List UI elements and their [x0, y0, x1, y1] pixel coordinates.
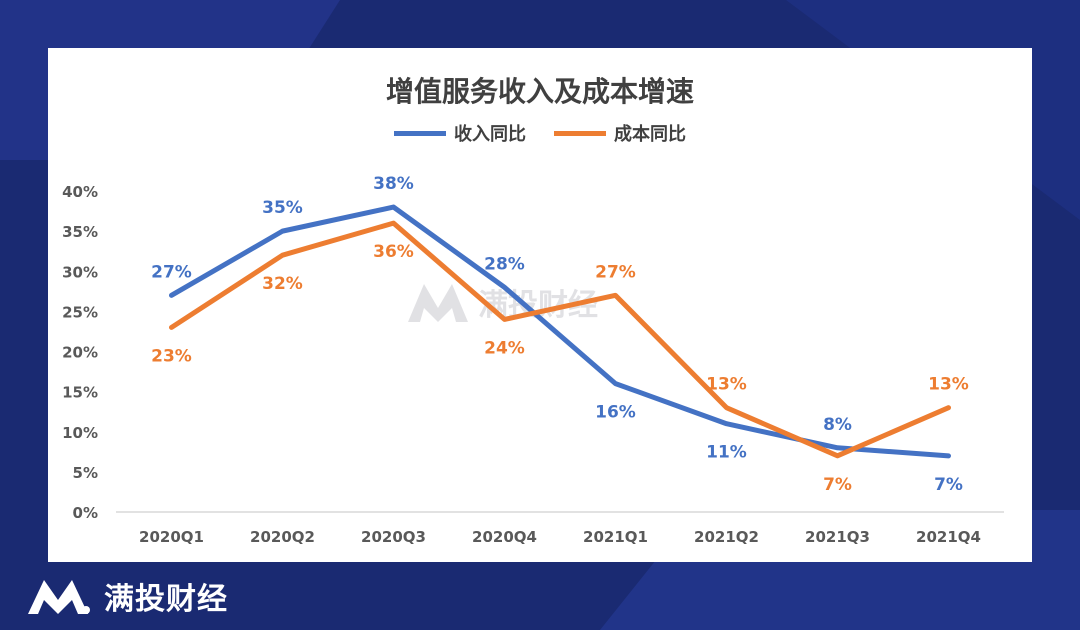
data-label: 24% — [484, 338, 525, 358]
data-label: 7% — [934, 475, 963, 495]
x-tick-label: 2020Q3 — [361, 528, 426, 546]
data-label: 36% — [373, 242, 414, 262]
y-tick-label: 35% — [62, 223, 98, 241]
data-label: 13% — [706, 375, 747, 395]
data-label: 28% — [484, 254, 525, 274]
y-tick-label: 0% — [73, 504, 98, 522]
data-label: 11% — [706, 443, 747, 463]
data-label: 8% — [823, 415, 852, 435]
y-tick-label: 20% — [62, 344, 98, 362]
legend-item-revenue: 收入同比 — [394, 120, 526, 146]
legend-item-cost: 成本同比 — [554, 120, 686, 146]
data-label: 32% — [262, 274, 303, 294]
series-line-1 — [169, 220, 951, 459]
x-tick-label: 2021Q3 — [805, 528, 870, 546]
line-chart: 0% 5% 10% 15% 20% 25% 30% 35% 40% 2020Q1 2020Q2 202… — [62, 174, 1004, 546]
y-tick-label: 15% — [62, 384, 98, 402]
data-label: 38% — [373, 174, 414, 194]
data-label: 16% — [595, 403, 636, 423]
y-tick-label: 30% — [62, 263, 98, 281]
data-label: 13% — [928, 375, 969, 395]
x-tick-label: 2021Q4 — [916, 528, 981, 546]
data-label: 23% — [151, 346, 192, 366]
data-label: 7% — [823, 475, 852, 495]
chart-card: 增值服务收入及成本增速 收入同比 成本同比 满投财经 0% 5% 10% 15% 20%… — [48, 48, 1032, 562]
y-tick-label: 40% — [62, 183, 98, 201]
series-line-0 — [169, 204, 951, 459]
x-tick-label: 2020Q1 — [139, 528, 204, 546]
chart-title: 增值服务收入及成本增速 — [385, 75, 694, 108]
data-label: 27% — [151, 262, 192, 282]
chart-legend: 收入同比 成本同比 — [48, 120, 1032, 146]
brand-logo: 满投财经 — [26, 574, 228, 618]
y-tick-label: 25% — [62, 303, 98, 321]
data-label: 27% — [595, 262, 636, 282]
legend-swatch-cost — [554, 130, 606, 136]
data-label: 35% — [262, 198, 303, 218]
y-tick-label: 5% — [73, 464, 98, 482]
x-tick-label: 2020Q2 — [250, 528, 315, 546]
brand-logo-text: 满投财经 — [104, 582, 228, 617]
brand-logo-icon — [28, 580, 90, 614]
y-tick-label: 10% — [62, 424, 98, 442]
legend-swatch-revenue — [394, 130, 446, 136]
x-tick-label: 2020Q4 — [472, 528, 537, 546]
watermark-logo-icon — [408, 284, 468, 322]
x-tick-label: 2021Q2 — [694, 528, 759, 546]
x-tick-label: 2021Q1 — [583, 528, 648, 546]
legend-label-cost: 成本同比 — [614, 124, 686, 145]
legend-label-revenue: 收入同比 — [454, 124, 526, 145]
